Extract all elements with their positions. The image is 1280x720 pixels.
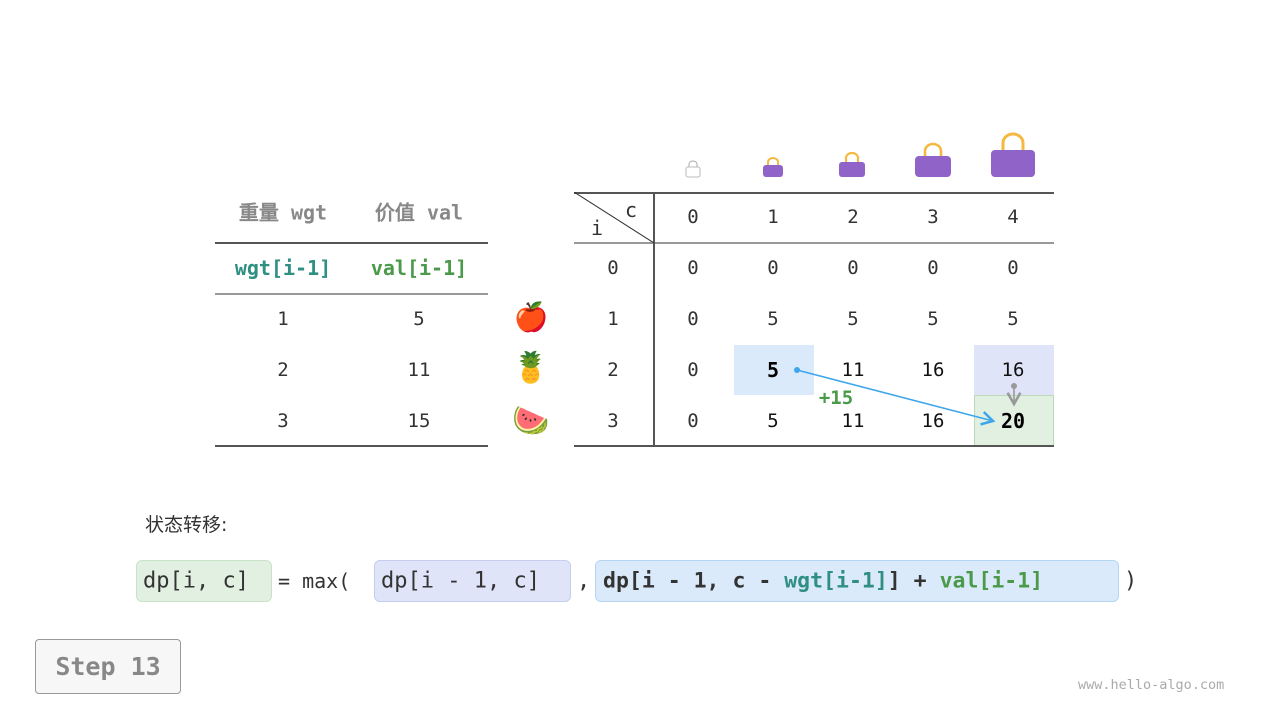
dp-cell: 5 xyxy=(1007,308,1019,330)
bag-icon-4 xyxy=(991,132,1035,177)
dp-cell: 20 xyxy=(1000,409,1026,433)
header-weight: 重量 wgt xyxy=(238,200,328,225)
empty-bag-icon xyxy=(685,160,701,178)
dp-cell: 0 xyxy=(687,257,699,279)
lhs-box xyxy=(136,560,272,602)
pineapple-icon: 🍍 xyxy=(512,350,550,386)
wgt-cell: 2 xyxy=(277,359,289,381)
corner-row-label: i xyxy=(590,216,604,240)
dp-cell: 16 xyxy=(1001,359,1025,381)
val-cell: 11 xyxy=(407,359,431,381)
val-cell: 5 xyxy=(413,308,425,330)
col-header: 3 xyxy=(927,206,939,228)
formula-max: = max( xyxy=(278,569,351,593)
dp-cell: 11 xyxy=(841,410,865,432)
corner-col-label: c xyxy=(624,198,638,222)
dp-cell: 0 xyxy=(687,410,699,432)
dp-cell: 5 xyxy=(847,308,859,330)
term1-box xyxy=(374,560,571,602)
col-header: 1 xyxy=(767,206,779,228)
table-top-border xyxy=(574,192,1054,194)
wgt-cell: 1 xyxy=(277,308,289,330)
value-annotation: +15 xyxy=(818,387,854,409)
term2-val: val[i-1] xyxy=(939,568,1044,594)
dp-cell: 5 xyxy=(927,308,939,330)
term2-part: ] + xyxy=(887,568,940,594)
dp-cell: 5 xyxy=(766,358,780,382)
corner-diagonal xyxy=(574,192,654,243)
dp-cell: 0 xyxy=(767,257,779,279)
dp-cell: 5 xyxy=(767,410,779,432)
col-header: 2 xyxy=(847,206,859,228)
table-header-border xyxy=(574,242,1054,244)
dp-cell: 5 xyxy=(767,308,779,330)
watermelon-icon: 🍉 xyxy=(512,403,550,439)
step-indicator: Step 13 xyxy=(35,639,181,694)
formula-term1: dp[i - 1, c] xyxy=(381,568,540,594)
term2-wgt: wgt[i-1] xyxy=(784,568,888,594)
table-vertical-border xyxy=(653,192,655,446)
apple-icon: 🍎 xyxy=(513,300,549,334)
bag-icon-3 xyxy=(915,142,951,177)
subheader-val: val[i-1] xyxy=(370,256,468,280)
row-header: 2 xyxy=(607,359,619,381)
divider xyxy=(215,445,488,447)
divider xyxy=(215,293,488,295)
dp-cell: 0 xyxy=(687,308,699,330)
dp-cell: 16 xyxy=(921,359,945,381)
term2-part: dp[i - 1, c - xyxy=(603,568,785,594)
wgt-cell: 3 xyxy=(277,410,289,432)
term2-box xyxy=(595,560,1119,602)
formula-close: ) xyxy=(1124,568,1138,594)
formula-comma: , xyxy=(577,568,591,594)
formula-lhs: dp[i, c] xyxy=(143,568,249,594)
dp-cell: 0 xyxy=(1007,257,1019,279)
header-value: 价值 val xyxy=(374,200,464,225)
caption: 状态转移: xyxy=(145,514,228,536)
dp-cell: 0 xyxy=(687,359,699,381)
val-cell: 15 xyxy=(407,410,431,432)
bag-icon-2 xyxy=(839,151,865,177)
col-header: 4 xyxy=(1007,206,1019,228)
row-header: 3 xyxy=(607,410,619,432)
subheader-wgt: wgt[i-1] xyxy=(234,256,332,280)
col-header: 0 xyxy=(687,206,699,228)
divider xyxy=(215,242,488,244)
dp-cell: 0 xyxy=(927,257,939,279)
dp-cell: 16 xyxy=(921,410,945,432)
row-header: 1 xyxy=(607,308,619,330)
table-bottom-border xyxy=(574,445,1054,447)
dp-cell: 11 xyxy=(841,359,865,381)
bag-icon-1 xyxy=(763,157,783,177)
dp-cell: 0 xyxy=(847,257,859,279)
row-header: 0 xyxy=(607,257,619,279)
formula-term2: dp[i - 1, c - wgt[i-1]] + val[i-1] xyxy=(603,569,1043,594)
watermark: www.hello-algo.com xyxy=(1078,677,1225,693)
